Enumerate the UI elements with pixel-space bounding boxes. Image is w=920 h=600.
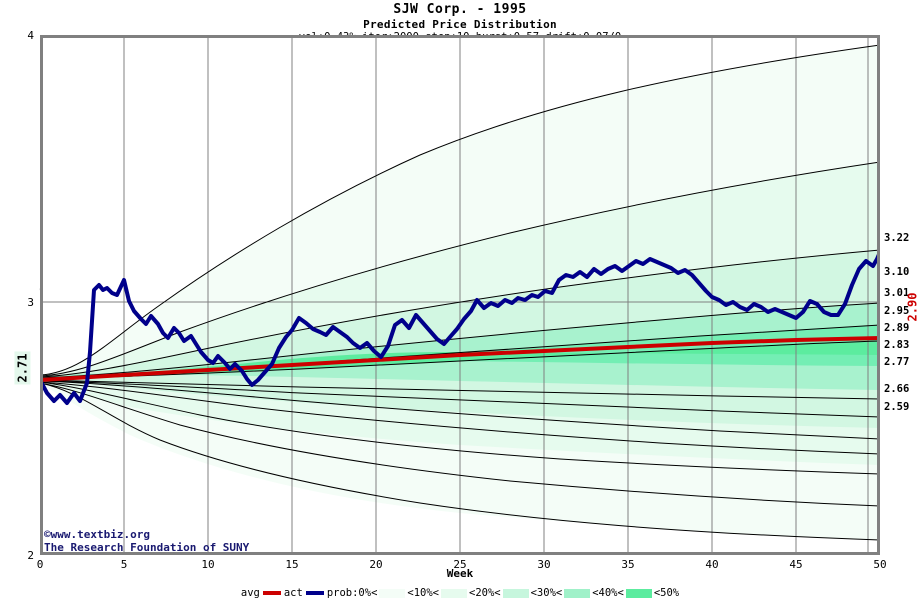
legend-swatch-band1: [379, 588, 406, 598]
legend-swatch-band2: [441, 588, 467, 598]
start-price-label: 2.71: [14, 351, 31, 385]
x-tick-35: 35: [621, 558, 635, 571]
average-line: [40, 336, 880, 382]
x-tick-10: 10: [201, 558, 215, 571]
legend-avg: avg: [241, 587, 284, 599]
credit-line-2: The Research Foundation of SUNY: [44, 541, 250, 554]
x-axis-label: Week: [446, 567, 474, 580]
plot-border: [40, 35, 880, 555]
page-title: SJW Corp. - 1995: [393, 2, 527, 17]
legend-swatch-band5: [625, 588, 652, 598]
legend-band-40: <40%<: [592, 587, 624, 599]
y-tick-3: 3: [27, 296, 34, 309]
x-tick-45: 45: [789, 558, 803, 571]
x-tick-0: 0: [36, 558, 44, 571]
chart-subtitle: Predicted Price Distribution: [363, 18, 557, 31]
copyright-credit: ©www.textbiz.org The Research Foundation …: [44, 528, 249, 554]
legend-swatch-band3: [502, 588, 529, 598]
legend-avg-swatch: [262, 591, 281, 595]
right-label-2: 3.10: [884, 266, 910, 278]
legend-swatch-band4: [564, 588, 591, 598]
legend-band-10: <10%<: [407, 587, 439, 599]
y-tick-2: 2: [27, 549, 34, 562]
x-tick-50: 50: [873, 558, 887, 571]
legend-act-swatch: [305, 591, 324, 595]
right-label-4: 2.95: [884, 305, 910, 317]
legend-act: act: [284, 587, 327, 599]
y-tick-4: 4: [27, 29, 34, 42]
right-label-9: 2.59: [884, 401, 910, 413]
credit-line-1: ©www.textbiz.org: [44, 528, 150, 541]
x-tick-25: 25: [453, 558, 467, 571]
right-label-1: 3.22: [884, 232, 910, 244]
right-label-6: 2.83: [884, 339, 910, 351]
legend-band-50: <50%: [653, 587, 680, 599]
average-end-label: 2.90: [905, 292, 920, 322]
x-tick-30: 30: [537, 558, 551, 571]
legend-prob: prob:0%<: [326, 587, 378, 599]
right-label-3: 3.01: [884, 287, 910, 299]
plot-area: [40, 35, 880, 555]
x-tick-5: 5: [120, 558, 128, 571]
x-tick-20: 20: [369, 558, 383, 571]
actual-price-line: [40, 250, 880, 405]
legend-band-30: <30%<: [530, 587, 563, 599]
x-tick-15: 15: [285, 558, 299, 571]
right-label-5: 2.89: [884, 322, 910, 334]
chart-legend: avg act prob:0%< <10%< <20%< <30%< <40%<…: [0, 586, 920, 600]
legend-band-20: <20%<: [469, 587, 501, 599]
right-label-8: 2.66: [884, 383, 910, 395]
right-label-7: 2.77: [884, 356, 910, 368]
x-tick-40: 40: [705, 558, 719, 571]
